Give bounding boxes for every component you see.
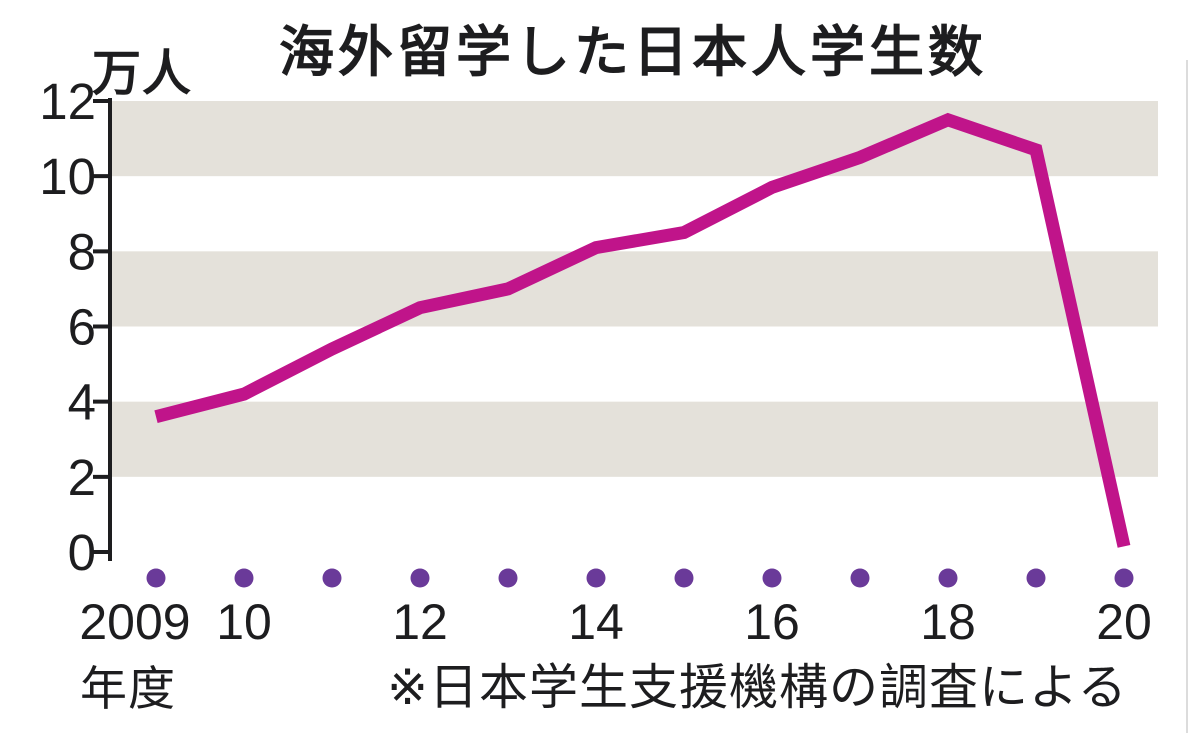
grid-band: [112, 251, 1158, 327]
y-axis-tick-label: 0: [68, 524, 96, 581]
x-axis-suffix-label: 年度: [80, 662, 176, 715]
year-dot: [322, 568, 342, 588]
x-axis-tick-label: 14: [568, 594, 624, 650]
year-dot: [234, 568, 254, 588]
y-axis-tick-label: 6: [68, 299, 96, 356]
year-dot: [410, 568, 430, 588]
year-dot: [938, 568, 958, 588]
year-dot: [850, 568, 870, 588]
year-dot: [1114, 568, 1134, 588]
year-dot: [1026, 568, 1046, 588]
data-line: [154, 112, 1131, 548]
x-axis-tick-label: 18: [920, 594, 976, 650]
year-dot: [498, 568, 518, 588]
y-axis-tick-label: 10: [39, 148, 96, 205]
year-dot: [146, 568, 166, 588]
y-axis-tick-label: 8: [68, 223, 96, 280]
y-axis-tick-label: 12: [39, 73, 96, 130]
grid-band: [112, 401, 1158, 477]
y-axis-unit-label: 万人: [92, 47, 193, 101]
x-axis-tick-label: 10: [216, 594, 272, 650]
source-note: ※日本学生支援機構の調査による: [387, 661, 1128, 715]
x-axis-tick-label: 16: [744, 594, 800, 650]
y-axis-tick-label: 2: [68, 449, 96, 506]
chart-title: 海外留学した日本人学生数: [279, 21, 988, 83]
x-axis-tick-label: 2009: [79, 594, 190, 650]
year-dot: [674, 568, 694, 588]
photo-edge-line: [1186, 60, 1188, 733]
year-dot: [762, 568, 782, 588]
x-axis-tick-label: 20: [1096, 594, 1152, 650]
year-dot: [586, 568, 606, 588]
y-axis-tick-label: 4: [68, 374, 96, 431]
x-axis-tick-label: 12: [392, 594, 448, 650]
